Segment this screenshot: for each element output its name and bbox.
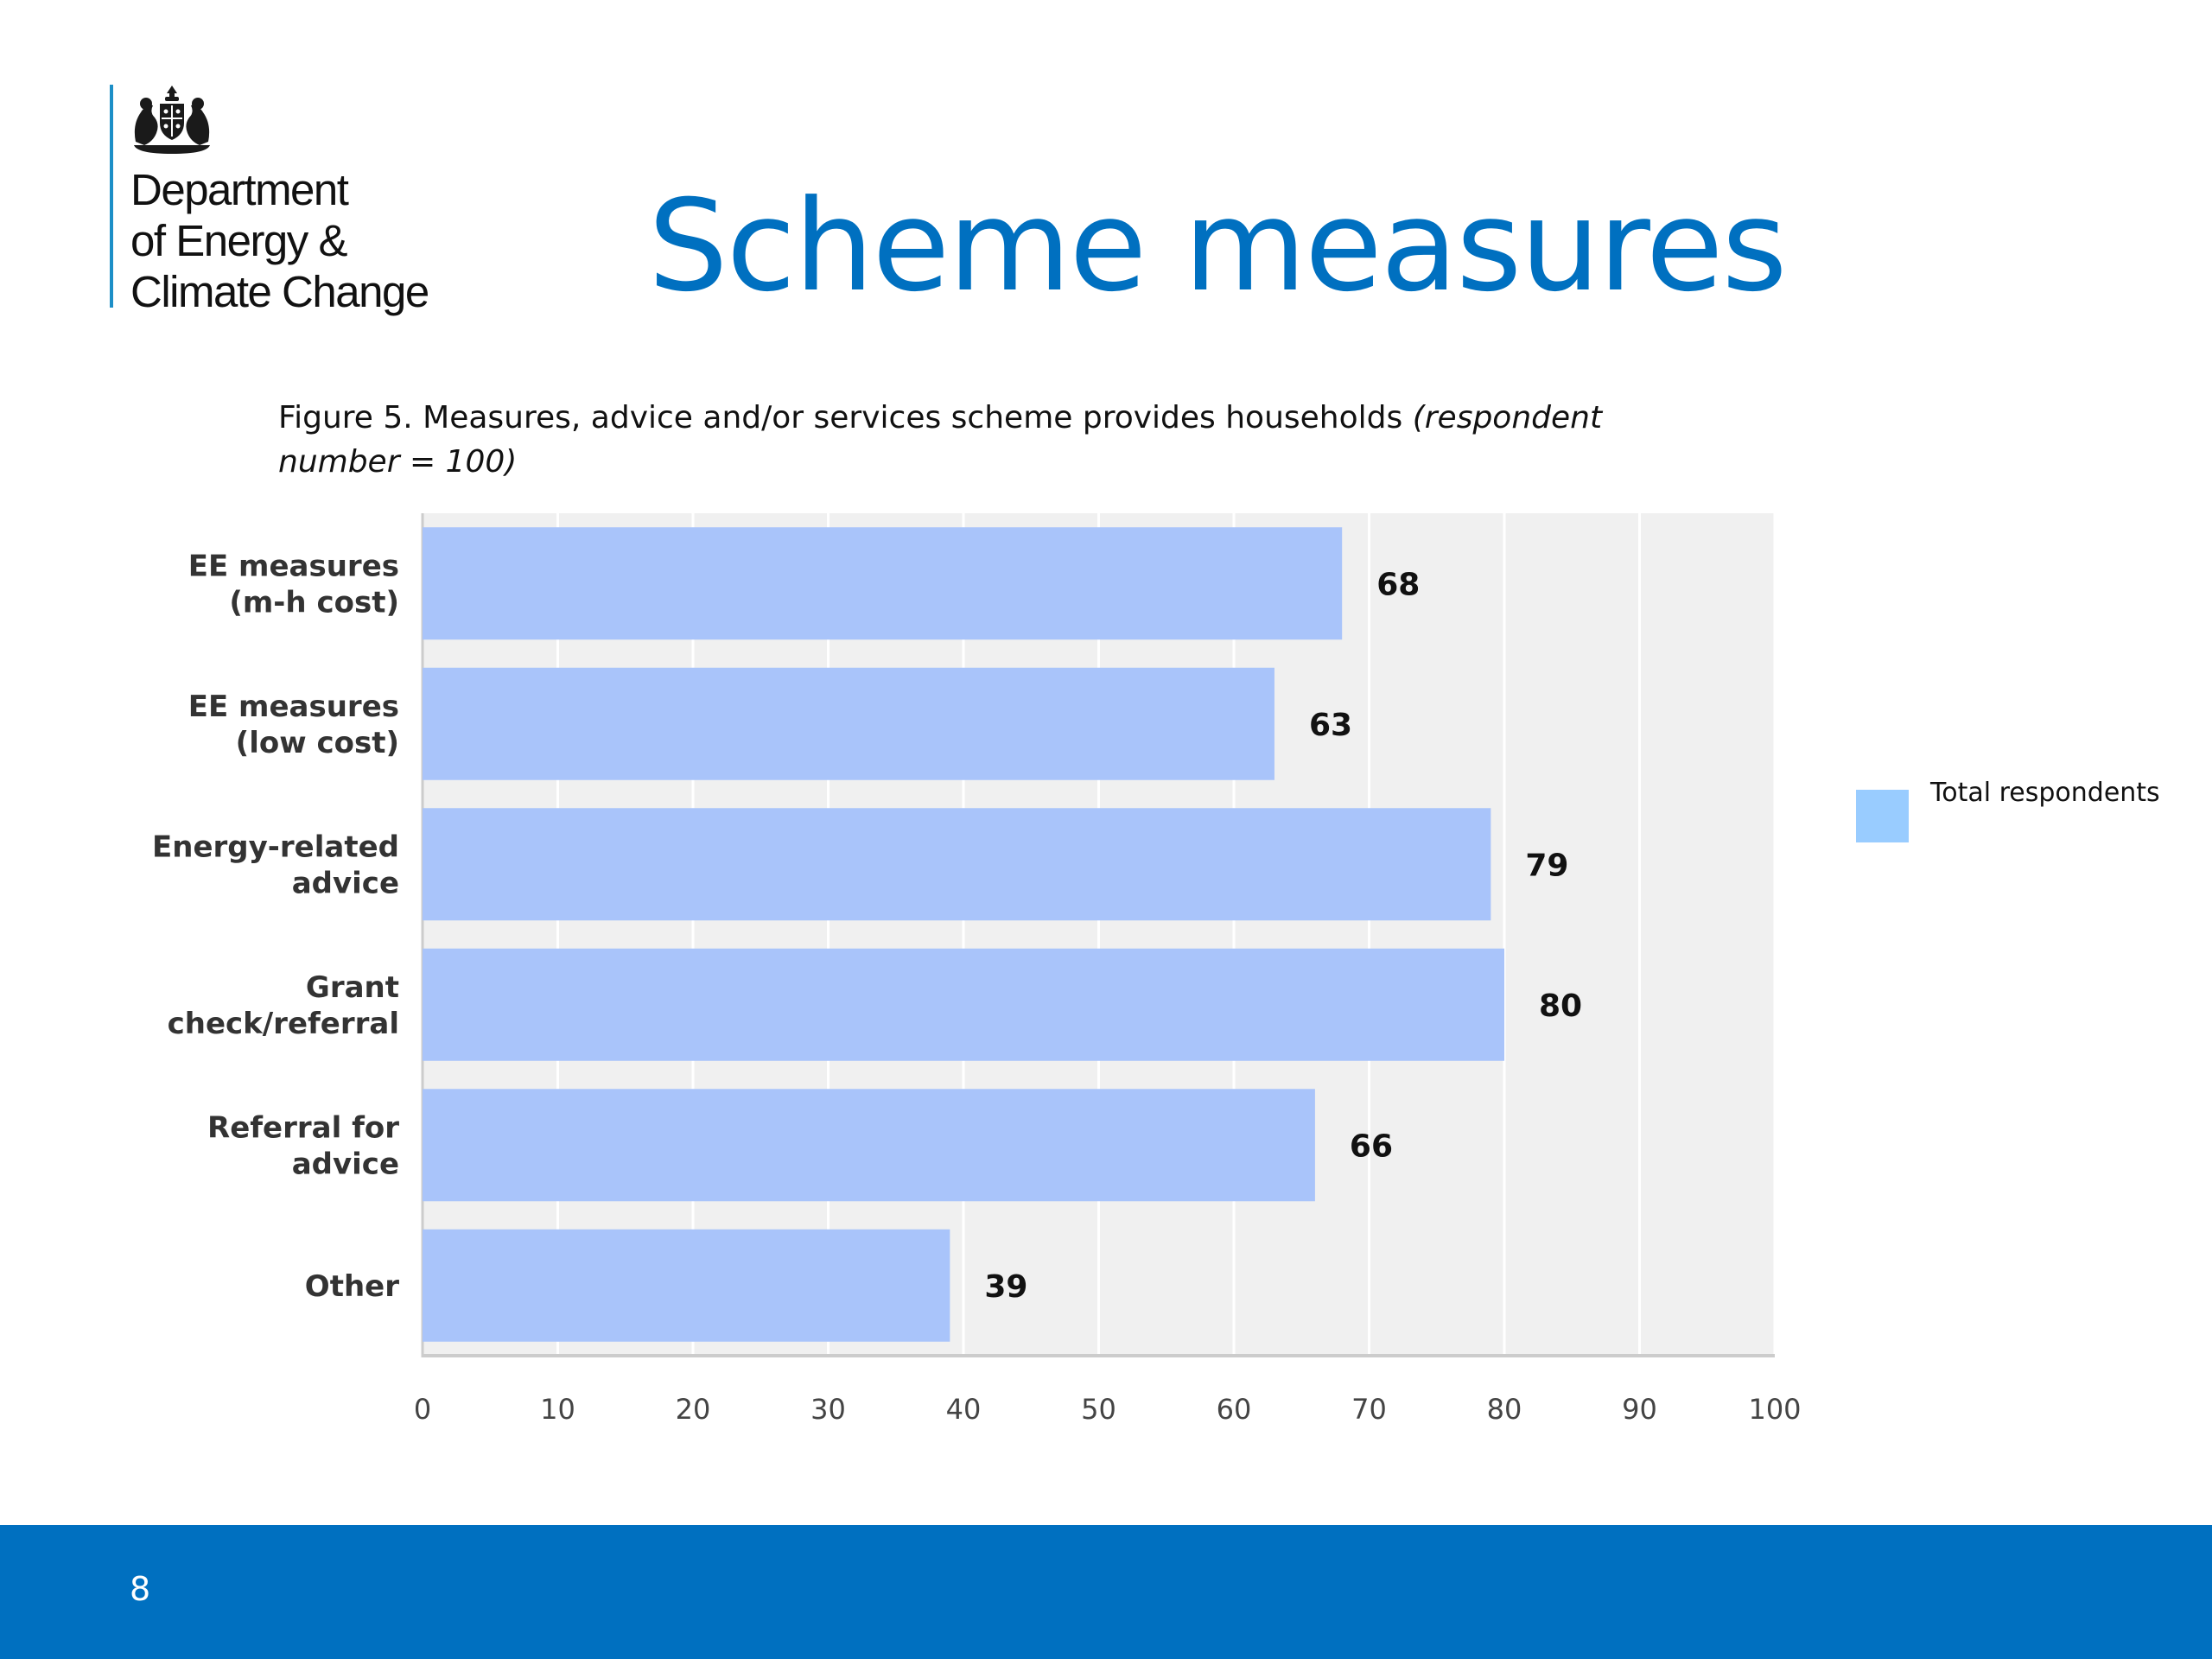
category-label: Grant check/referral: [168, 970, 399, 1041]
category-label-line: advice: [292, 866, 399, 900]
category-label-line: check/referral: [168, 1007, 399, 1041]
x-tick-label: 30: [810, 1393, 846, 1426]
category-label-line: EE measures: [188, 549, 399, 583]
category-label: EE measures (m-h cost): [188, 549, 399, 620]
data-label: 68: [1376, 567, 1420, 602]
legend-swatch: [1856, 790, 1909, 842]
bar: [423, 948, 1504, 1061]
category-label: Other: [305, 1269, 399, 1304]
dept-name-line: Climate Change: [130, 267, 429, 316]
bar: [423, 808, 1491, 921]
category-label: Energy-related advice: [152, 830, 399, 900]
category-label-line: Energy-related: [152, 830, 399, 864]
dept-name-line: Department: [130, 165, 349, 214]
category-label: EE measures (low cost): [188, 690, 399, 760]
x-tick-label: 80: [1487, 1393, 1522, 1426]
data-label: 80: [1539, 988, 1582, 1024]
bar: [423, 1089, 1315, 1202]
category-label-line: (low cost): [236, 726, 399, 760]
x-tick-label: 60: [1217, 1393, 1252, 1426]
x-tick-label: 10: [540, 1393, 575, 1426]
category-label-line: EE measures: [188, 690, 399, 724]
dept-name-line: of Energy &: [130, 216, 347, 265]
category-label-line: advice: [292, 1147, 399, 1181]
x-tick-label: 20: [676, 1393, 711, 1426]
x-tick-label: 70: [1351, 1393, 1387, 1426]
page-number: 8: [130, 1570, 151, 1608]
x-tick-label: 100: [1748, 1393, 1801, 1426]
bar: [423, 1229, 950, 1342]
x-tick-label: 50: [1081, 1393, 1116, 1426]
slide-title: Scheme measures: [648, 173, 1788, 320]
x-tick-label: 40: [946, 1393, 982, 1426]
data-label: 39: [984, 1269, 1027, 1305]
bar: [423, 667, 1274, 780]
legend-label: Total respondents: [1930, 778, 2160, 808]
figure-caption: Figure 5. Measures, advice and/or servic…: [278, 396, 1626, 484]
category-label-line: Referral for: [207, 1110, 399, 1145]
royal-coat-of-arms-icon: [134, 86, 210, 154]
figure-caption-text: Figure 5. Measures, advice and/or servic…: [278, 400, 1413, 435]
category-label-line: Other: [305, 1269, 399, 1304]
figure-caption-note: (respondent number = 100): [278, 400, 1603, 480]
dept-name: Department of Energy & Climate Change: [130, 164, 493, 317]
data-label: 79: [1525, 848, 1568, 883]
bar: [423, 527, 1343, 640]
data-label: 66: [1350, 1128, 1393, 1164]
footer-bar: 8: [0, 1525, 2212, 1659]
x-tick-label: 0: [414, 1393, 431, 1426]
category-label: Referral for advice: [207, 1110, 399, 1181]
x-tick-label: 90: [1622, 1393, 1657, 1426]
data-label: 63: [1309, 708, 1352, 743]
category-label-line: Grant: [306, 970, 399, 1005]
logo-divider: [110, 85, 113, 308]
category-label-line: (m-h cost): [229, 585, 399, 620]
